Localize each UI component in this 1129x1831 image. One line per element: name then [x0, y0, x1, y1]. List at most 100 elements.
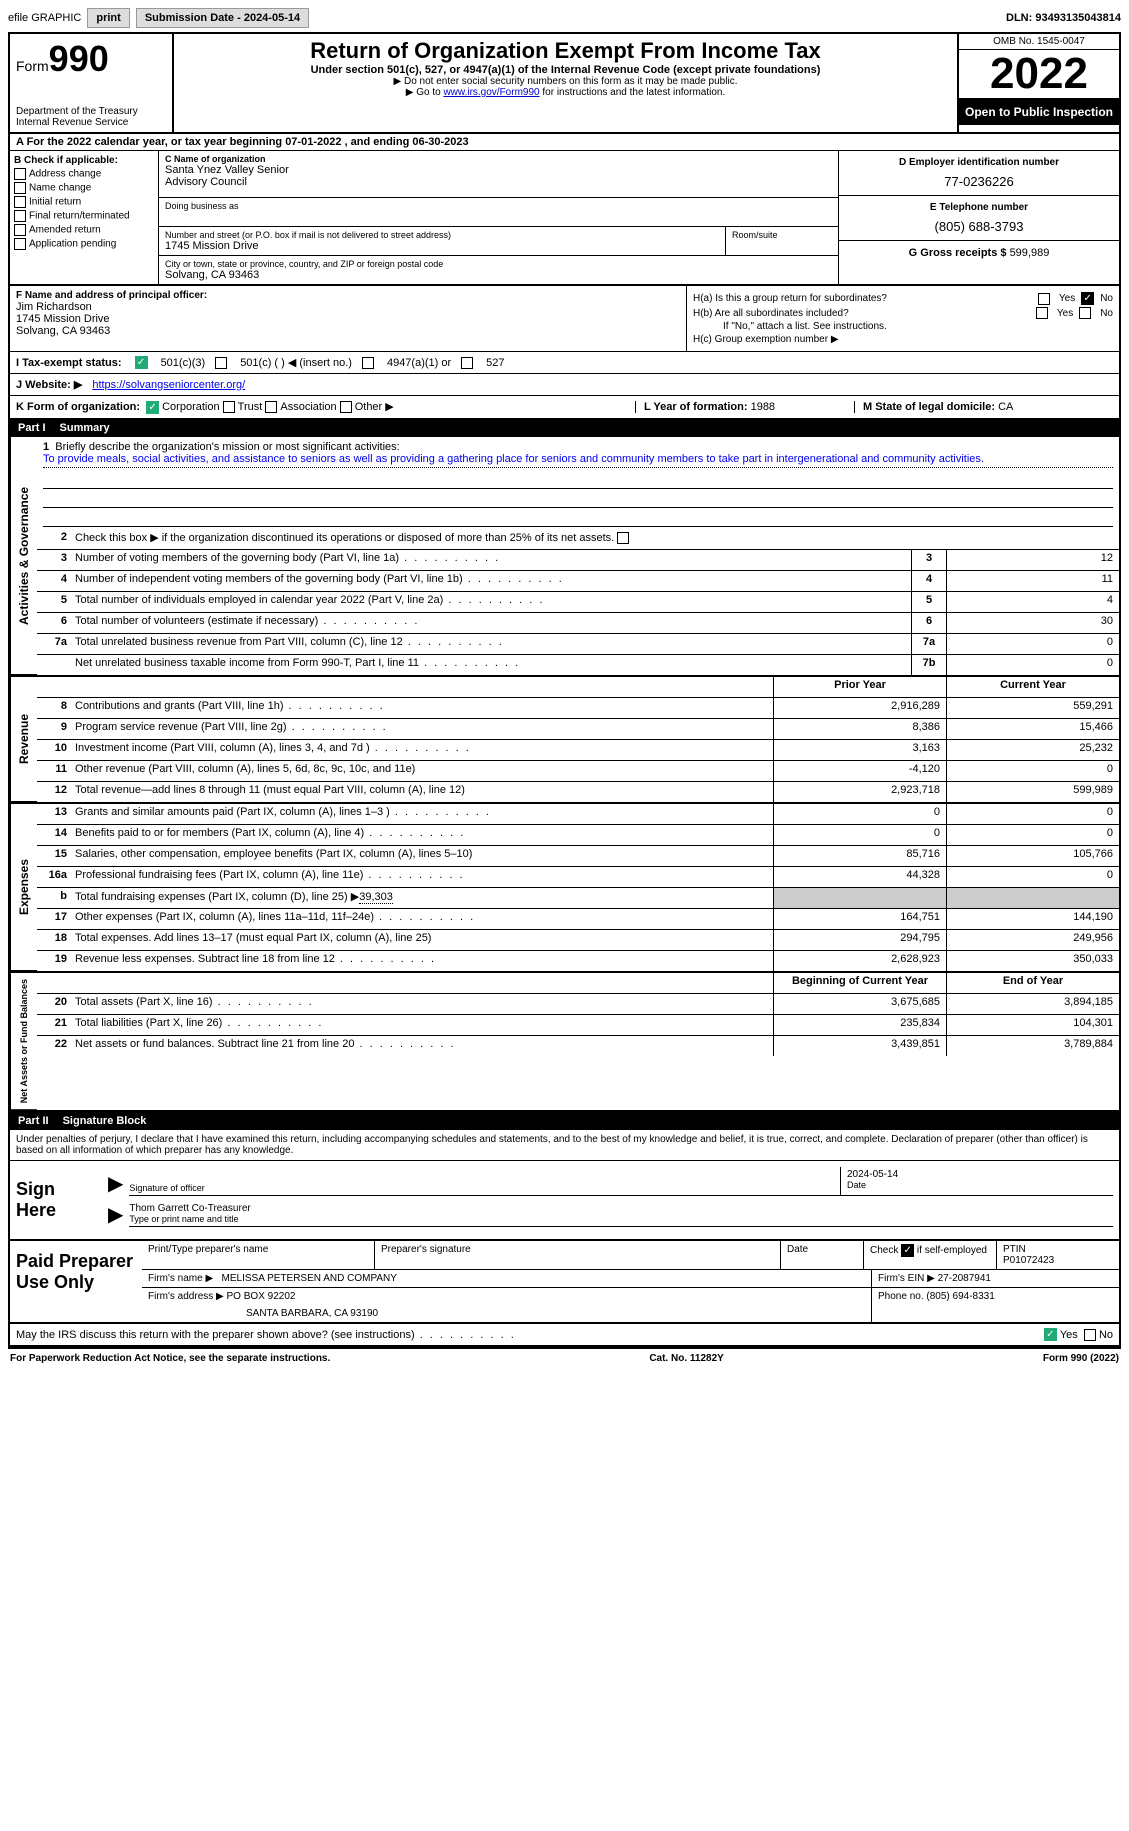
line-2: Check this box ▶ if the organization dis…: [71, 529, 1119, 549]
line-16b: Total fundraising expenses (Part IX, col…: [71, 888, 773, 908]
line-19: Revenue less expenses. Subtract line 18 …: [71, 951, 773, 971]
firm-phone-value: (805) 694-8331: [926, 1291, 994, 1302]
revenue-block: Revenue Prior YearCurrent Year 8Contribu…: [10, 677, 1119, 804]
line-6-val: 30: [946, 613, 1119, 633]
chk-application-pending[interactable]: [14, 238, 26, 250]
chk-other[interactable]: [340, 401, 352, 413]
line-11: Other revenue (Part VIII, column (A), li…: [71, 761, 773, 781]
chk-527[interactable]: [461, 357, 473, 369]
chk-corp-checked[interactable]: ✓: [146, 401, 159, 414]
form-note1: Do not enter social security numbers on …: [180, 76, 951, 87]
officer-city: Solvang, CA 93463: [16, 325, 680, 337]
print-name-label: Print/Type preparer's name: [142, 1241, 375, 1269]
page-footer: For Paperwork Reduction Act Notice, see …: [8, 1349, 1121, 1368]
footer-mid: Cat. No. 11282Y: [649, 1353, 723, 1364]
phone-box: E Telephone number (805) 688-3793: [839, 196, 1119, 241]
chk-discontinued[interactable]: [617, 532, 629, 544]
firm-addr-1: PO BOX 92202: [227, 1291, 296, 1302]
chk-501c[interactable]: [215, 357, 227, 369]
state-domicile: CA: [998, 401, 1013, 413]
firm-ein-cell: Firm's EIN ▶ 27-2087941: [872, 1270, 1119, 1287]
line-10: Investment income (Part VIII, column (A)…: [71, 740, 773, 760]
row-k-l-m: K Form of organization: ✓Corporation Tru…: [10, 396, 1119, 419]
form-990-container: Form990 Department of the Treasury Inter…: [8, 32, 1121, 1349]
vtab-expenses: Expenses: [10, 804, 37, 971]
irs-link[interactable]: www.irs.gov/Form990: [443, 87, 539, 98]
h-a-yes[interactable]: [1038, 293, 1050, 305]
b-check-label: B Check if applicable:: [14, 155, 154, 166]
dept-treasury: Department of the Treasury: [16, 106, 166, 117]
ein-value: 77-0236226: [845, 174, 1113, 189]
officer-box: F Name and address of principal officer:…: [10, 286, 686, 351]
expenses-block: Expenses 13Grants and similar amounts pa…: [10, 804, 1119, 973]
line-13: Grants and similar amounts paid (Part IX…: [71, 804, 773, 824]
sign-here-label: Sign Here: [10, 1161, 102, 1239]
form-note2: Go to www.irs.gov/Form990 for instructio…: [180, 87, 951, 98]
website-link[interactable]: https://solvangseniorcenter.org/: [92, 379, 245, 391]
line-8: Contributions and grants (Part VIII, lin…: [71, 698, 773, 718]
chk-self-employed-checked[interactable]: ✓: [901, 1244, 914, 1257]
chk-assoc[interactable]: [265, 401, 277, 413]
chk-discuss-yes-checked[interactable]: ✓: [1044, 1328, 1057, 1341]
line-3-val: 12: [946, 550, 1119, 570]
line-7a-val: 0: [946, 634, 1119, 654]
officer-street: 1745 Mission Drive: [16, 313, 680, 325]
chk-final-return[interactable]: [14, 210, 26, 222]
col-c-org-info: C Name of organization Santa Ynez Valley…: [159, 151, 838, 284]
chk-501c3-checked[interactable]: ✓: [135, 356, 148, 369]
line-9: Program service revenue (Part VIII, line…: [71, 719, 773, 739]
year-formation: 1988: [751, 401, 775, 413]
line-12: Total revenue—add lines 8 through 11 (mu…: [71, 782, 773, 802]
col-d-e-g: D Employer identification number 77-0236…: [838, 151, 1119, 284]
row-i-tax-status: I Tax-exempt status: ✓501(c)(3) 501(c) (…: [10, 352, 1119, 374]
col-b-checkboxes: B Check if applicable: Address change Na…: [10, 151, 159, 284]
org-name-1: Santa Ynez Valley Senior: [165, 164, 832, 176]
chk-name-change[interactable]: [14, 182, 26, 194]
form-header: Form990 Department of the Treasury Inter…: [10, 34, 1119, 134]
header-right: OMB No. 1545-0047 2022 Open to Public In…: [957, 34, 1119, 132]
org-name-2: Advisory Council: [165, 176, 832, 188]
line-7b-val: 0: [946, 655, 1119, 675]
vtab-net-assets: Net Assets or Fund Balances: [10, 973, 37, 1110]
officer-signature-field[interactable]: Signature of officer: [129, 1169, 840, 1196]
line-7b: Net unrelated business taxable income fr…: [71, 655, 911, 675]
firm-addr-cell: Firm's address ▶ PO BOX 92202 SANTA BARB…: [142, 1288, 872, 1322]
chk-address-change[interactable]: [14, 168, 26, 180]
dln-label: DLN: 93493135043814: [1006, 12, 1121, 24]
line-21: Total liabilities (Part X, line 26): [71, 1015, 773, 1035]
paid-preparer-block: Paid Preparer Use Only Print/Type prepar…: [10, 1241, 1119, 1324]
blank-line: [43, 508, 1113, 527]
h-section: H(a) Is this a group return for subordin…: [686, 286, 1119, 351]
chk-trust[interactable]: [223, 401, 235, 413]
h-b-yes[interactable]: [1036, 307, 1048, 319]
chk-amended-return[interactable]: [14, 224, 26, 236]
chk-4947[interactable]: [362, 357, 374, 369]
firm-ein-value: 27-2087941: [938, 1273, 991, 1284]
firm-phone-cell: Phone no. (805) 694-8331: [872, 1288, 1119, 1322]
prep-date-label: Date: [781, 1241, 864, 1269]
net-assets-block: Net Assets or Fund Balances Beginning of…: [10, 973, 1119, 1112]
chk-discuss-no[interactable]: [1084, 1329, 1096, 1341]
h-b-no[interactable]: [1079, 307, 1091, 319]
firm-name-value: MELISSA PETERSEN AND COMPANY: [222, 1273, 397, 1284]
h-a-no-checked[interactable]: ✓: [1081, 292, 1094, 305]
org-name-box: C Name of organization Santa Ynez Valley…: [159, 151, 838, 198]
current-year-head: Current Year: [946, 677, 1119, 697]
omb-number: OMB No. 1545-0047: [959, 34, 1119, 50]
prior-year-head: Prior Year: [773, 677, 946, 697]
ptin-cell: PTIN P01072423: [997, 1241, 1119, 1269]
submission-date-button[interactable]: Submission Date - 2024-05-14: [136, 8, 309, 28]
blank-line: [43, 489, 1113, 508]
line-7a: Total unrelated business revenue from Pa…: [71, 634, 911, 654]
sign-here-block: Sign Here ▶ Signature of officer 2024-05…: [10, 1161, 1119, 1241]
print-button[interactable]: print: [87, 8, 129, 28]
officer-name: Jim Richardson: [16, 301, 680, 313]
chk-initial-return[interactable]: [14, 196, 26, 208]
prep-sig-label: Preparer's signature: [375, 1241, 781, 1269]
open-public-badge: Open to Public Inspection: [959, 99, 1119, 125]
footer-left: For Paperwork Reduction Act Notice, see …: [10, 1353, 330, 1364]
beg-year-head: Beginning of Current Year: [773, 973, 946, 993]
section-b-g: B Check if applicable: Address change Na…: [10, 151, 1119, 286]
footer-right: Form 990 (2022): [1043, 1353, 1119, 1364]
firm-addr-2: SANTA BARBARA, CA 93190: [246, 1308, 865, 1319]
